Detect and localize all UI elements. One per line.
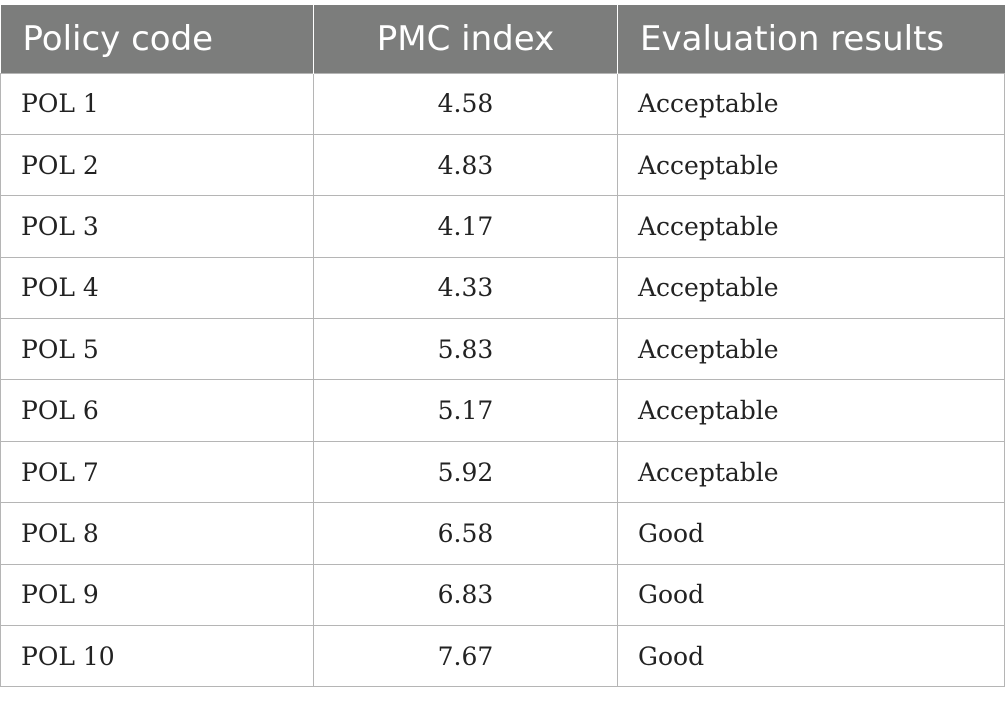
pmc-index-cell: 4.33	[313, 256, 618, 320]
header-policy-code: Policy code	[0, 5, 314, 73]
policy-code-cell: POL 2	[0, 133, 314, 197]
table-row: POL 7 5.92 Acceptable	[0, 440, 1005, 504]
evaluation-result-cell: Acceptable	[617, 195, 1005, 258]
policy-code-cell: POL 6	[0, 379, 314, 442]
policy-code-cell: POL 10	[0, 625, 314, 688]
pmc-index-cell: 6.58	[313, 502, 618, 565]
header-evaluation-results: Evaluation results	[617, 5, 1005, 73]
evaluation-result-cell: Good	[617, 625, 1005, 688]
table-row: POL 2 4.83 Acceptable	[0, 133, 1005, 197]
pmc-index-cell: 7.67	[313, 625, 618, 688]
evaluation-result-cell: Good	[617, 563, 1005, 627]
table-row: POL 1 4.58 Acceptable	[0, 72, 1005, 135]
table-row: POL 10 7.67 Good	[0, 625, 1005, 688]
policy-code-cell: POL 3	[0, 195, 314, 258]
policy-evaluation-table: Policy code PMC index Evaluation results…	[0, 5, 1005, 688]
pmc-index-cell: 4.58	[313, 72, 618, 135]
pmc-index-cell: 5.17	[313, 379, 618, 442]
table-header: Policy code PMC index Evaluation results	[0, 5, 1005, 73]
pmc-index-cell: 4.17	[313, 195, 618, 258]
policy-code-cell: POL 9	[0, 563, 314, 627]
evaluation-result-cell: Acceptable	[617, 318, 1005, 381]
policy-code-cell: POL 5	[0, 318, 314, 381]
policy-code-cell: POL 7	[0, 440, 314, 504]
table-row: POL 9 6.83 Good	[0, 563, 1005, 627]
table-row: POL 6 5.17 Acceptable	[0, 379, 1005, 442]
header-pmc-index: PMC index	[313, 5, 618, 73]
table-row: POL 3 4.17 Acceptable	[0, 195, 1005, 258]
pmc-index-cell: 6.83	[313, 563, 618, 627]
table-row: POL 5 5.83 Acceptable	[0, 318, 1005, 381]
pmc-index-cell: 5.92	[313, 440, 618, 504]
pmc-index-cell: 4.83	[313, 133, 618, 197]
evaluation-result-cell: Acceptable	[617, 256, 1005, 320]
header-row: Policy code PMC index Evaluation results	[0, 5, 1005, 73]
table-row: POL 4 4.33 Acceptable	[0, 256, 1005, 320]
policy-code-cell: POL 4	[0, 256, 314, 320]
evaluation-result-cell: Acceptable	[617, 379, 1005, 442]
table-body: POL 1 4.58 Acceptable POL 2 4.83 Accepta…	[0, 72, 1005, 688]
policy-code-cell: POL 8	[0, 502, 314, 565]
policy-evaluation-table-container: Policy code PMC index Evaluation results…	[0, 5, 1005, 688]
evaluation-result-cell: Acceptable	[617, 440, 1005, 504]
evaluation-result-cell: Acceptable	[617, 72, 1005, 135]
policy-code-cell: POL 1	[0, 72, 314, 135]
table-row: POL 8 6.58 Good	[0, 502, 1005, 565]
evaluation-result-cell: Good	[617, 502, 1005, 565]
evaluation-result-cell: Acceptable	[617, 133, 1005, 197]
pmc-index-cell: 5.83	[313, 318, 618, 381]
